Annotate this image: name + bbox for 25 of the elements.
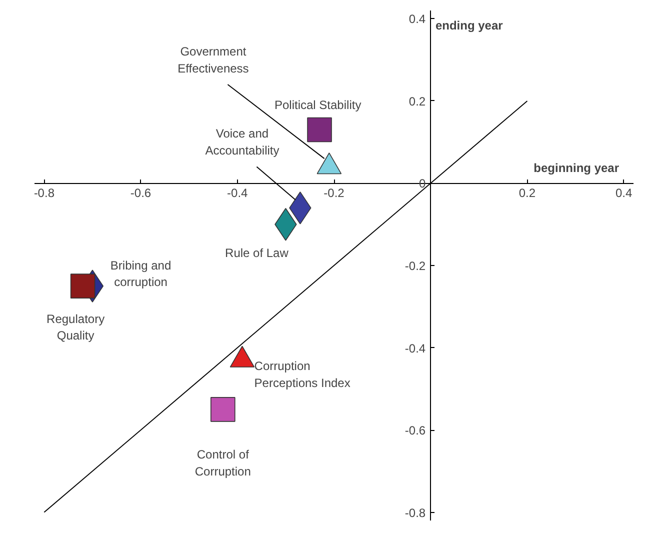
x-tick-label: -0.2	[324, 186, 345, 200]
y-tick-label: -0.4	[404, 341, 426, 356]
y-tick-label: -0.8	[404, 506, 426, 520]
text: Government Effectiveness	[178, 44, 249, 76]
series-label: Regulatory Quality	[46, 312, 105, 343]
y-axis-title: ending year	[435, 18, 504, 33]
text: Control of Corruption	[194, 448, 251, 478]
series-label: Bribing and corruption	[110, 258, 172, 290]
series-label: Political Stability	[274, 98, 362, 112]
y-tick-label: -0.2	[404, 259, 426, 273]
series-label: Corruption Perceptions Index	[254, 359, 350, 390]
y-tick-label: 0.4	[408, 12, 426, 26]
y-tick-label: -0.6	[404, 424, 426, 438]
x-tick-label: -0.4	[227, 186, 248, 200]
text: Voice and Accountability	[205, 126, 280, 158]
point	[307, 117, 332, 142]
x-tick-label: -0.6	[130, 186, 152, 200]
series-label: Rule of Law	[225, 246, 289, 260]
point	[70, 274, 96, 298]
y-tick-label: 0.2	[408, 94, 426, 108]
point	[210, 397, 236, 422]
x-tick-label: 0.2	[518, 186, 536, 200]
x-tick-label: -0.8	[34, 186, 55, 200]
x-tick-label: 0.4	[616, 186, 633, 200]
x-axis-title: beginning year	[534, 161, 620, 176]
